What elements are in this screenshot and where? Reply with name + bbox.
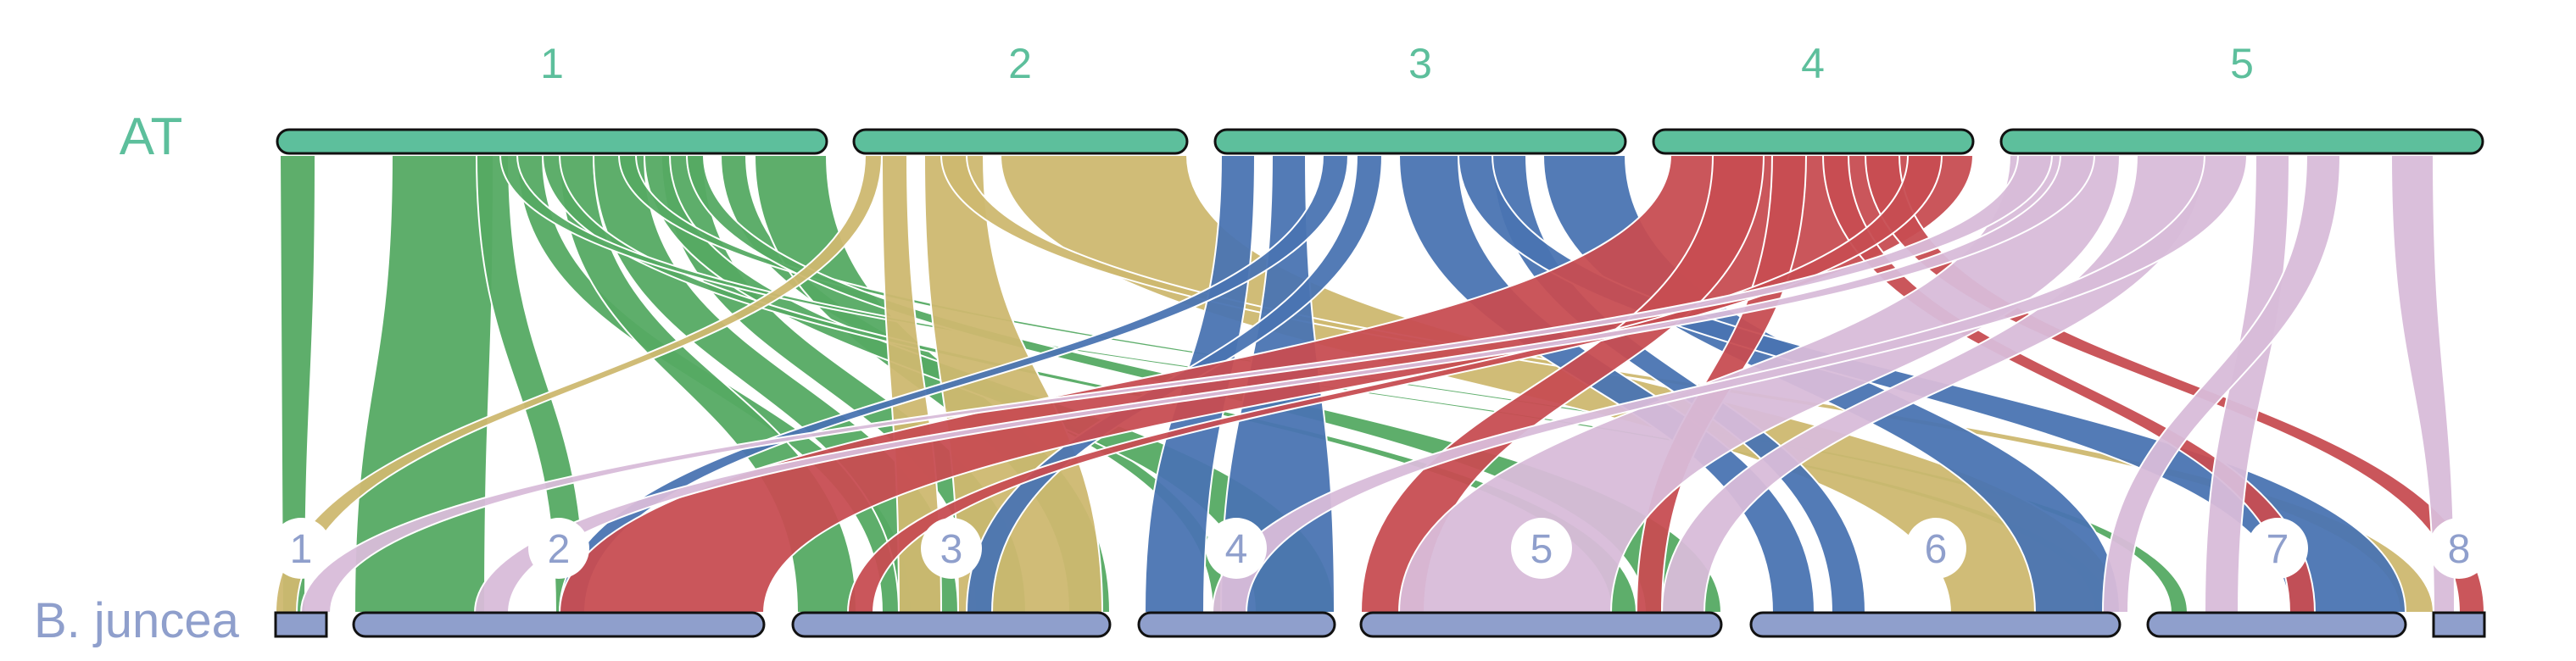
label-badge xyxy=(1511,518,1572,579)
synteny-ribbon-chr5 xyxy=(2101,154,2342,614)
synteny-ribbon-chr5 xyxy=(299,154,2054,614)
top-genome-label: AT xyxy=(120,108,183,166)
bottom-chromosome-label: 2 xyxy=(548,527,571,572)
bottom-chromosome-2 xyxy=(352,611,766,638)
bottom-chromosome-4 xyxy=(1137,611,1336,638)
bottom-chromosome-1 xyxy=(274,611,328,638)
label-badge xyxy=(528,518,589,579)
bottom-chromosome-labels: 1 2 3 4 5 6 7 8 xyxy=(270,518,2490,579)
label-badge xyxy=(1206,518,1267,579)
top-chromosome-label: 4 xyxy=(1801,40,1825,87)
bottom-chromosome-label: 1 xyxy=(290,527,313,572)
bottom-chromosome-3 xyxy=(791,611,1112,638)
top-chromosome-label: 1 xyxy=(540,40,564,87)
bottom-genome-label: B. juncea xyxy=(34,593,240,648)
bottom-chromosome-label: 6 xyxy=(1925,527,1948,572)
top-chromosome-1 xyxy=(276,128,828,155)
top-chromosome-4 xyxy=(1652,128,1975,155)
bottom-chromosome-label: 3 xyxy=(940,527,963,572)
label-badge xyxy=(2428,518,2490,579)
top-chromosome-3 xyxy=(1213,128,1627,155)
top-chromosome-labels: 1 2 3 4 5 xyxy=(540,40,2254,87)
bottom-chromosome-6 xyxy=(1749,611,2122,638)
bottom-chromosome-label: 5 xyxy=(1531,527,1553,572)
top-chromosome-label: 3 xyxy=(1408,40,1432,87)
top-chromosome-2 xyxy=(852,128,1189,155)
top-chromosome-label: 2 xyxy=(1008,40,1032,87)
label-badge xyxy=(1905,518,1966,579)
bottom-chromosome-5 xyxy=(1359,611,1723,638)
bottom-chromosome-label: 8 xyxy=(2448,527,2471,572)
top-chromosome-5 xyxy=(1999,128,2484,155)
top-chromosome-label: 5 xyxy=(2230,40,2254,87)
bottom-chromosome-label: 4 xyxy=(1225,527,1248,572)
bottom-chromosome-label: 7 xyxy=(2267,527,2289,572)
bottom-chromosome-bars xyxy=(274,611,2486,638)
label-badge xyxy=(921,518,982,579)
bottom-chromosome-8 xyxy=(2432,611,2486,638)
top-chromosome-bars xyxy=(276,128,2484,155)
label-badge xyxy=(270,518,332,579)
bottom-chromosome-7 xyxy=(2146,611,2407,638)
synteny-ribbons xyxy=(274,154,2486,614)
label-badge xyxy=(2247,518,2308,579)
